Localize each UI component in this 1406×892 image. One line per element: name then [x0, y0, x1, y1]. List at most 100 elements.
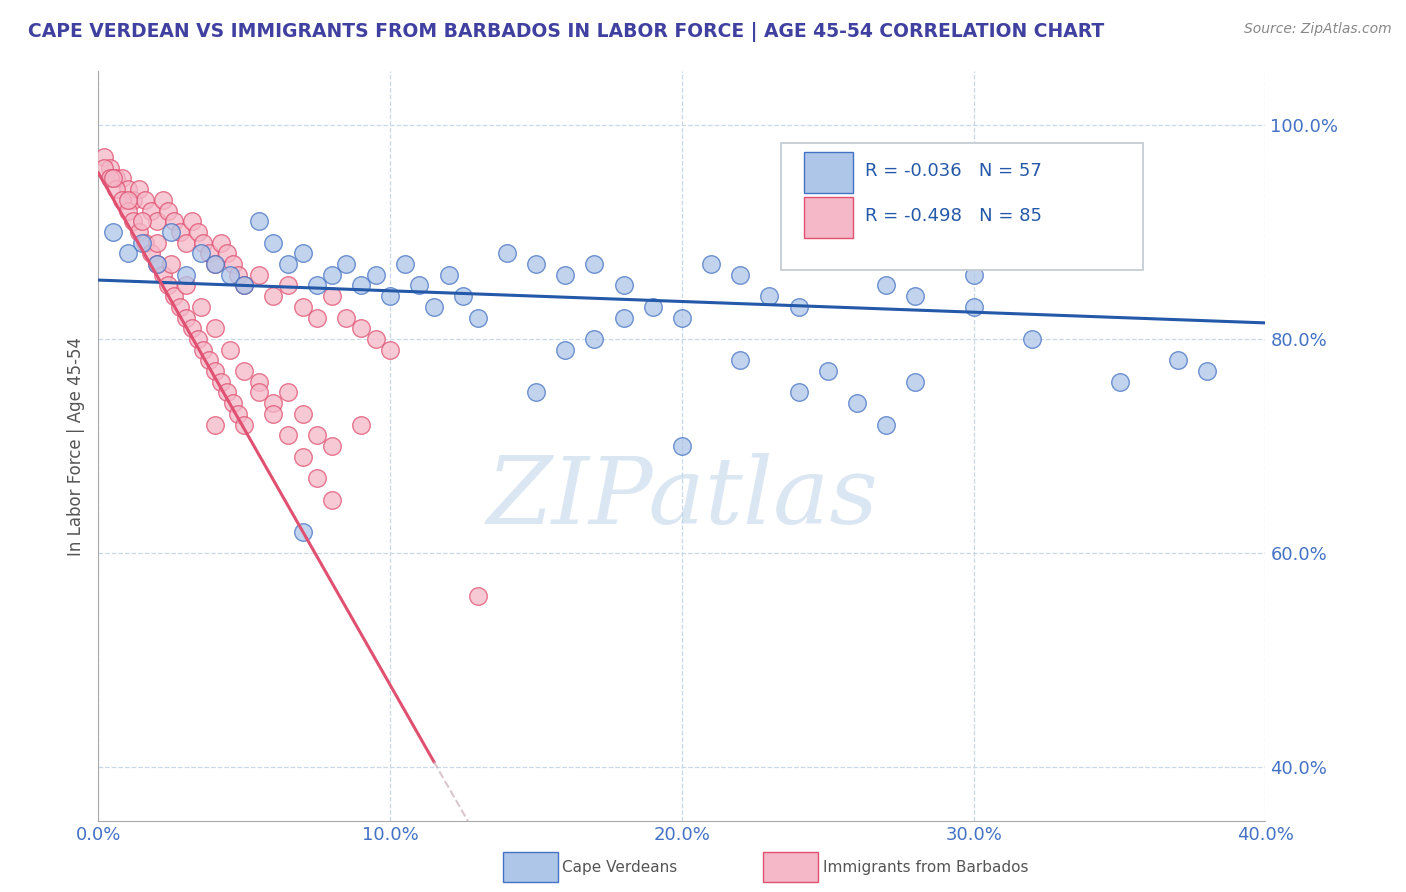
Point: [335, 310, 357, 325]
FancyBboxPatch shape: [804, 153, 853, 193]
Point: [321, 289, 343, 303]
Point: [228, 407, 250, 421]
Point: [190, 300, 212, 314]
Point: [277, 428, 299, 442]
Point: [101, 225, 124, 239]
Text: R = -0.498   N = 85: R = -0.498 N = 85: [865, 207, 1042, 225]
Point: [128, 225, 150, 239]
Point: [233, 278, 256, 293]
Point: [174, 268, 197, 282]
Point: [180, 214, 202, 228]
Point: [262, 396, 284, 410]
Point: [641, 300, 664, 314]
Point: [117, 182, 139, 196]
Point: [583, 332, 606, 346]
Point: [524, 257, 547, 271]
Point: [496, 246, 519, 260]
Point: [277, 257, 299, 271]
Point: [198, 246, 221, 260]
Point: [174, 310, 197, 325]
Point: [233, 417, 256, 432]
Point: [117, 246, 139, 260]
Point: [1167, 353, 1189, 368]
Point: [247, 268, 270, 282]
Point: [875, 278, 897, 293]
Point: [335, 257, 357, 271]
Point: [218, 343, 240, 357]
Point: [228, 268, 250, 282]
Point: [160, 257, 183, 271]
Text: Cape Verdeans: Cape Verdeans: [562, 860, 678, 874]
Point: [451, 289, 474, 303]
Point: [554, 343, 576, 357]
Point: [467, 310, 489, 325]
Point: [233, 364, 256, 378]
Point: [117, 193, 139, 207]
Point: [198, 353, 221, 368]
Point: [215, 385, 238, 400]
Point: [187, 332, 209, 346]
Point: [209, 375, 232, 389]
Point: [157, 203, 180, 218]
Point: [277, 385, 299, 400]
Point: [146, 214, 169, 228]
Point: [174, 235, 197, 250]
Point: [174, 278, 197, 293]
Point: [262, 289, 284, 303]
Point: [787, 385, 810, 400]
Point: [146, 257, 169, 271]
Point: [104, 182, 127, 196]
Point: [291, 450, 314, 464]
Point: [583, 257, 606, 271]
Point: [204, 257, 226, 271]
Point: [163, 214, 186, 228]
FancyBboxPatch shape: [782, 143, 1143, 270]
Point: [700, 257, 723, 271]
Point: [193, 235, 215, 250]
Point: [437, 268, 460, 282]
Point: [98, 161, 121, 175]
Point: [380, 289, 402, 303]
Point: [962, 300, 984, 314]
Point: [1108, 375, 1130, 389]
Point: [277, 278, 299, 293]
Point: [122, 214, 145, 228]
Point: [134, 235, 156, 250]
Point: [321, 439, 343, 453]
Point: [233, 278, 256, 293]
Text: Source: ZipAtlas.com: Source: ZipAtlas.com: [1244, 22, 1392, 37]
Point: [180, 321, 202, 335]
FancyBboxPatch shape: [804, 197, 853, 237]
Point: [111, 193, 134, 207]
Point: [787, 300, 810, 314]
Text: Immigrants from Barbados: Immigrants from Barbados: [823, 860, 1028, 874]
Point: [139, 203, 162, 218]
Point: [160, 225, 183, 239]
Point: [163, 289, 186, 303]
Point: [131, 235, 153, 250]
Point: [364, 268, 387, 282]
Text: R = -0.036   N = 57: R = -0.036 N = 57: [865, 162, 1042, 180]
Point: [139, 246, 162, 260]
Point: [730, 353, 752, 368]
Point: [350, 278, 373, 293]
Point: [875, 417, 897, 432]
Point: [204, 364, 226, 378]
Point: [262, 407, 284, 421]
Point: [962, 268, 984, 282]
Text: ZIPatlas: ZIPatlas: [486, 453, 877, 543]
Point: [671, 310, 693, 325]
Point: [291, 407, 314, 421]
Point: [408, 278, 430, 293]
Point: [291, 246, 314, 260]
Point: [350, 417, 373, 432]
Point: [104, 171, 127, 186]
Point: [321, 492, 343, 507]
Point: [904, 289, 927, 303]
Point: [423, 300, 446, 314]
Point: [152, 268, 174, 282]
Point: [307, 310, 329, 325]
Point: [817, 364, 839, 378]
Point: [904, 375, 927, 389]
Point: [671, 439, 693, 453]
